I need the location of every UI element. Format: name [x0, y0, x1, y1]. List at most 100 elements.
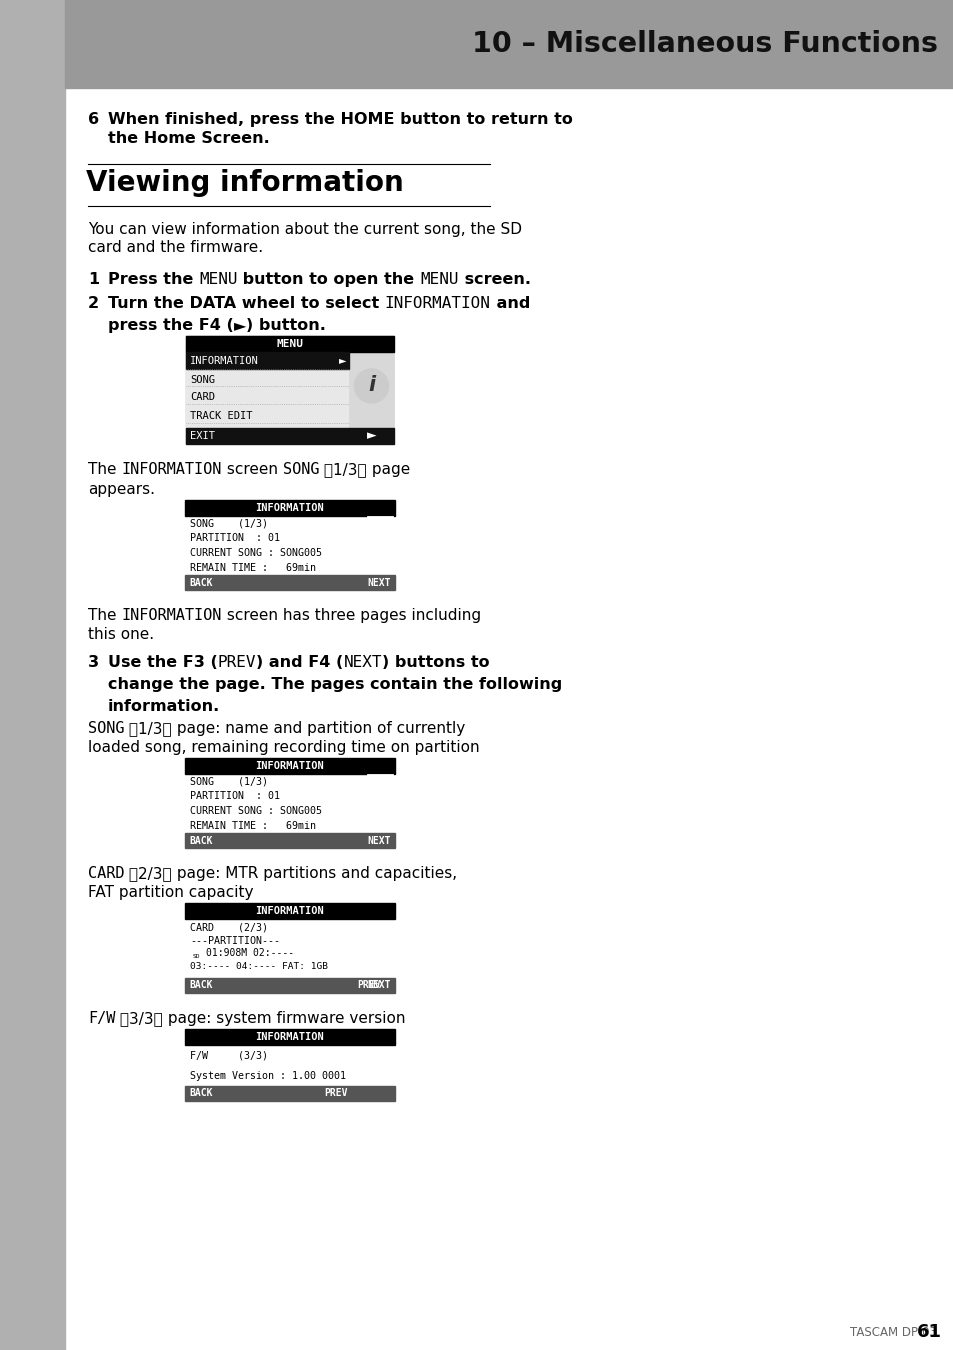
Text: 61: 61	[916, 1323, 941, 1341]
Text: INFORMATION: INFORMATION	[121, 462, 221, 477]
Bar	[185, 1029, 395, 1102]
Text: ---PARTITION---: ---PARTITION---	[190, 937, 280, 946]
Text: ) button.: ) button.	[246, 319, 326, 333]
Text: INFORMATION: INFORMATION	[190, 355, 258, 366]
Text: F/W: F/W	[88, 1011, 115, 1026]
Bar	[186, 336, 394, 444]
Bar	[367, 517, 393, 531]
Bar	[65, 0, 953, 88]
Text: The: The	[88, 462, 121, 477]
Text: NEXT: NEXT	[367, 836, 391, 845]
Text: F/W     (3/3): F/W (3/3)	[190, 1050, 268, 1060]
Text: BACK: BACK	[189, 836, 213, 845]
Bar	[367, 1048, 393, 1062]
Text: BACK: BACK	[189, 578, 213, 587]
Text: The: The	[88, 608, 121, 622]
Text: loaded song, remaining recording time on partition: loaded song, remaining recording time on…	[88, 740, 479, 755]
Text: REMAIN TIME :   69min: REMAIN TIME : 69min	[190, 563, 315, 572]
Bar	[186, 352, 349, 369]
Text: INFORMATION: INFORMATION	[255, 1031, 324, 1042]
Text: CURRENT SONG : SONG005: CURRENT SONG : SONG005	[190, 806, 322, 815]
Bar	[185, 977, 395, 994]
Text: System Version : 1.00 0001: System Version : 1.00 0001	[190, 1071, 346, 1081]
Text: 1: 1	[88, 271, 99, 288]
Text: PREV: PREV	[324, 1088, 348, 1099]
Text: ►: ►	[338, 355, 346, 366]
Bar	[185, 833, 395, 848]
Text: INFORMATION: INFORMATION	[121, 608, 221, 622]
Text: appears.: appears.	[88, 482, 154, 497]
Text: 、1/3〉: 、1/3〉	[125, 721, 172, 736]
Bar	[185, 500, 395, 590]
Text: INFORMATION: INFORMATION	[255, 761, 324, 771]
Text: screen has three pages including: screen has three pages including	[221, 608, 480, 622]
Text: SONG    (1/3): SONG (1/3)	[190, 776, 268, 786]
Text: 10 – Miscellaneous Functions: 10 – Miscellaneous Functions	[472, 30, 937, 58]
Bar	[185, 757, 395, 848]
Bar	[186, 428, 349, 444]
Text: Use the F3 (: Use the F3 (	[108, 655, 217, 670]
Text: SONG: SONG	[282, 462, 319, 477]
Text: NEXT: NEXT	[367, 980, 391, 991]
Text: CARD    (2/3): CARD (2/3)	[190, 923, 268, 933]
Circle shape	[355, 369, 388, 404]
Bar	[0, 0, 65, 1350]
Bar	[185, 575, 395, 590]
Text: information.: information.	[108, 699, 220, 714]
Text: SONG    (1/3): SONG (1/3)	[190, 518, 268, 528]
Text: PARTITION  : 01: PARTITION : 01	[190, 791, 280, 801]
Text: PREV: PREV	[356, 980, 380, 991]
Text: BACK: BACK	[189, 980, 213, 991]
Text: 、2/3〉: 、2/3〉	[125, 865, 172, 882]
Text: page: name and partition of currently: page: name and partition of currently	[172, 721, 465, 736]
Text: BACK: BACK	[189, 1088, 213, 1099]
Text: MENU: MENU	[199, 271, 237, 288]
Text: CARD: CARD	[88, 865, 125, 882]
Text: screen.: screen.	[458, 271, 530, 288]
Text: Viewing information: Viewing information	[86, 169, 403, 197]
Text: i: i	[368, 375, 375, 396]
Bar	[185, 757, 395, 774]
Text: page: page	[366, 462, 410, 477]
Text: 03:---- 04:---- FAT: 1GB: 03:---- 04:---- FAT: 1GB	[190, 961, 328, 971]
Text: press the F4 (: press the F4 (	[108, 319, 233, 333]
Bar	[349, 428, 394, 444]
Text: ►: ►	[233, 319, 246, 333]
Text: button to open the: button to open the	[237, 271, 420, 288]
Text: NEXT: NEXT	[343, 655, 381, 670]
Bar	[185, 1085, 395, 1102]
Bar	[367, 775, 393, 788]
Text: card and the firmware.: card and the firmware.	[88, 240, 263, 255]
Text: and: and	[490, 296, 530, 310]
Text: FAT partition capacity: FAT partition capacity	[88, 886, 253, 900]
Bar	[185, 903, 395, 994]
Text: this one.: this one.	[88, 626, 154, 643]
Bar	[189, 949, 203, 964]
Text: 3: 3	[88, 655, 99, 670]
Text: change the page. The pages contain the following: change the page. The pages contain the f…	[108, 676, 561, 693]
Text: 、1/3〉: 、1/3〉	[319, 462, 366, 477]
Text: page: MTR partitions and capacities,: page: MTR partitions and capacities,	[172, 865, 456, 882]
Text: 6: 6	[88, 112, 99, 127]
Text: TASCAM DP-03: TASCAM DP-03	[849, 1326, 936, 1338]
Text: INFORMATION: INFORMATION	[255, 906, 324, 917]
Text: PARTITION  : 01: PARTITION : 01	[190, 533, 280, 543]
Text: CARD: CARD	[190, 392, 214, 402]
Text: MENU: MENU	[420, 271, 458, 288]
Text: Turn the DATA wheel to select: Turn the DATA wheel to select	[108, 296, 384, 310]
Text: ►: ►	[366, 429, 375, 443]
Text: CURRENT SONG : SONG005: CURRENT SONG : SONG005	[190, 548, 322, 558]
Bar	[185, 500, 395, 516]
Bar	[185, 1029, 395, 1045]
Text: the Home Screen.: the Home Screen.	[108, 131, 270, 146]
Text: 、3/3〉: 、3/3〉	[115, 1011, 163, 1026]
Bar	[185, 903, 395, 919]
Text: screen: screen	[221, 462, 282, 477]
Text: 2: 2	[88, 296, 99, 310]
Text: INFORMATION: INFORMATION	[255, 504, 324, 513]
Text: ) buttons to: ) buttons to	[381, 655, 489, 670]
Text: EXIT: EXIT	[190, 431, 214, 441]
Text: MENU: MENU	[276, 339, 303, 350]
Text: INFORMATION: INFORMATION	[384, 296, 490, 310]
Text: SONG: SONG	[88, 721, 125, 736]
